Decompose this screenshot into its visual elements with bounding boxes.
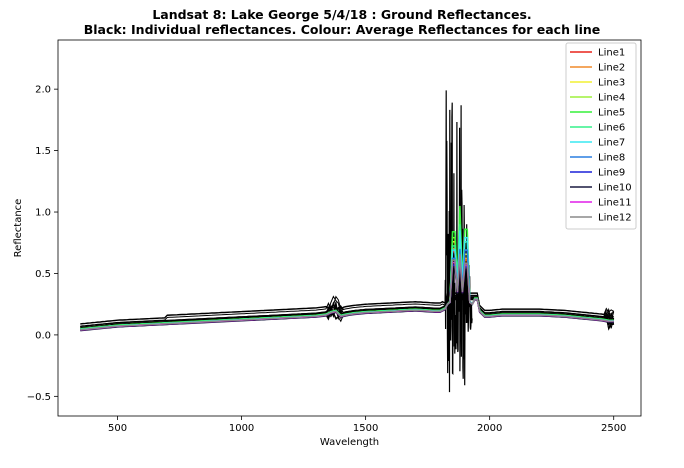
y-tick-label: −0.5 — [27, 392, 51, 403]
y-axis-ticks: −0.5 0.0 0.5 1.0 1.5 2.0 — [27, 85, 58, 403]
individual-reflectance-line — [80, 296, 615, 329]
y-tick-label: 0.0 — [35, 330, 51, 341]
x-tick-label: 2500 — [601, 423, 626, 434]
y-tick-label: 0.5 — [35, 269, 51, 280]
individual-reflectance-noise — [444, 90, 473, 393]
individual-reflectance-line — [80, 295, 615, 327]
legend-label-line2: Line2 — [598, 63, 625, 74]
legend-label-line10: Line10 — [598, 183, 632, 194]
average-reflectances — [80, 205, 614, 332]
y-tick-label: 2.0 — [35, 85, 51, 96]
legend-label-line12: Line12 — [598, 213, 632, 224]
y-tick-label: 1.5 — [35, 146, 51, 157]
legend-label-line3: Line3 — [598, 78, 625, 89]
x-tick-label: 1000 — [229, 423, 254, 434]
legend-box — [565, 42, 637, 230]
legend-label-line11: Line11 — [598, 198, 632, 209]
individual-reflectance-line — [80, 292, 614, 325]
legend-label-line8: Line8 — [598, 153, 625, 164]
x-axis-ticks: 500 1000 1500 2000 2500 — [108, 416, 626, 434]
average-line-line12 — [80, 253, 614, 331]
y-tick-label: 1.0 — [35, 208, 51, 219]
legend-label-line4: Line4 — [598, 93, 625, 104]
legend-label-line9: Line9 — [598, 168, 625, 179]
chart-title-line-1: Landsat 8: Lake George 5/4/18 : Ground R… — [152, 7, 531, 22]
x-axis-label: Wavelength — [320, 437, 379, 448]
plot-frame — [57, 39, 642, 417]
legend-label-line6: Line6 — [598, 123, 625, 134]
legend-label-line7: Line7 — [598, 138, 625, 149]
x-tick-label: 500 — [108, 423, 127, 434]
chart-title-line-2: Black: Individual reflectances. Colour: … — [84, 22, 601, 37]
legend-label-line1: Line1 — [598, 48, 625, 59]
legend-label-line5: Line5 — [598, 108, 625, 119]
x-tick-label: 2000 — [477, 423, 502, 434]
y-axis-label: Reflectance — [13, 199, 24, 258]
x-tick-label: 1500 — [353, 423, 378, 434]
legend: Line1 Line2 Line3 Line4 Line5 Line6 Line7 Line8… — [565, 42, 637, 230]
